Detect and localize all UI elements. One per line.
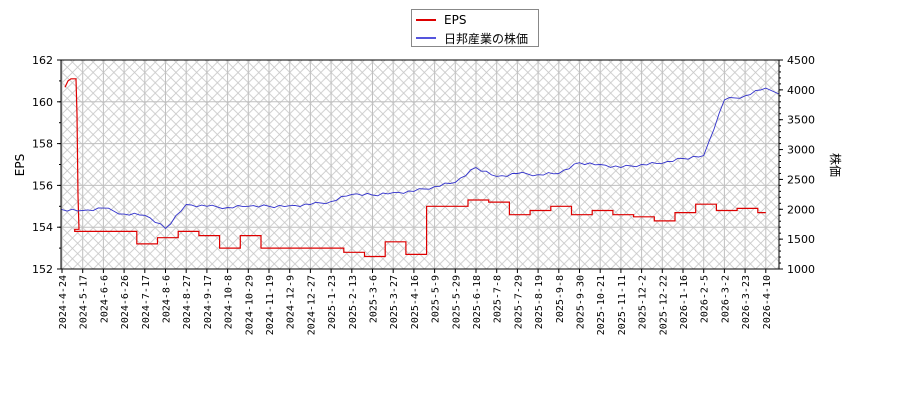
svg-text:2025-6-18: 2025-6-18 bbox=[472, 275, 483, 329]
svg-text:2024-8-27: 2024-8-27 bbox=[182, 275, 193, 329]
svg-text:2025-12-22: 2025-12-22 bbox=[658, 275, 669, 335]
svg-text:2025-3-27: 2025-3-27 bbox=[389, 275, 400, 329]
svg-text:1500: 1500 bbox=[787, 233, 815, 246]
legend-swatch-price bbox=[416, 37, 436, 39]
svg-text:2025-3-6: 2025-3-6 bbox=[369, 275, 380, 323]
svg-text:2026-2-5: 2026-2-5 bbox=[700, 275, 711, 323]
svg-text:2025-10-21: 2025-10-21 bbox=[596, 275, 607, 335]
svg-text:160: 160 bbox=[32, 96, 53, 109]
legend-label-eps: EPS bbox=[444, 13, 467, 27]
eps-line bbox=[64, 78, 766, 258]
svg-text:2000: 2000 bbox=[787, 203, 815, 216]
svg-text:2024-6-26: 2024-6-26 bbox=[120, 275, 131, 329]
data-lines bbox=[60, 78, 780, 258]
svg-text:2025-2-13: 2025-2-13 bbox=[348, 275, 359, 329]
svg-text:2025-8-19: 2025-8-19 bbox=[534, 275, 545, 329]
svg-text:2024-4-24: 2024-4-24 bbox=[58, 275, 69, 329]
legend: EPS 日邦産業の株価 bbox=[411, 9, 539, 47]
svg-text:162: 162 bbox=[32, 54, 53, 67]
svg-text:2026-3-23: 2026-3-23 bbox=[741, 275, 752, 329]
svg-text:3000: 3000 bbox=[787, 144, 815, 157]
svg-text:2024-10-8: 2024-10-8 bbox=[224, 275, 235, 329]
svg-text:2025-9-30: 2025-9-30 bbox=[576, 275, 587, 329]
legend-item-eps: EPS bbox=[416, 12, 466, 28]
svg-text:2025-5-29: 2025-5-29 bbox=[451, 275, 462, 329]
svg-text:2025-1-23: 2025-1-23 bbox=[327, 275, 338, 329]
svg-text:2025-5-9: 2025-5-9 bbox=[431, 275, 442, 323]
legend-swatch-eps bbox=[416, 19, 436, 21]
y2-axis-title: 株価 bbox=[828, 153, 843, 177]
plot-area bbox=[61, 60, 779, 269]
svg-text:2024-12-27: 2024-12-27 bbox=[306, 275, 317, 335]
y-axis-right: 1000 1500 2000 2500 3000 3500 4000 4500 bbox=[779, 54, 815, 276]
svg-text:2024-12-9: 2024-12-9 bbox=[286, 275, 297, 329]
svg-text:2024-5-17: 2024-5-17 bbox=[79, 275, 90, 329]
legend-item-price: 日邦産業の株価 bbox=[416, 30, 528, 46]
y-axis-title: EPS bbox=[13, 154, 27, 176]
svg-text:3500: 3500 bbox=[787, 114, 815, 127]
svg-text:2025-12-2: 2025-12-2 bbox=[638, 275, 649, 329]
svg-text:2500: 2500 bbox=[787, 173, 815, 186]
svg-text:2024-8-6: 2024-8-6 bbox=[162, 275, 173, 323]
svg-text:2026-1-16: 2026-1-16 bbox=[679, 275, 690, 329]
legend-label-price: 日邦産業の株価 bbox=[444, 31, 529, 46]
svg-text:2024-7-17: 2024-7-17 bbox=[141, 275, 152, 329]
svg-text:2024-9-17: 2024-9-17 bbox=[203, 275, 214, 329]
svg-text:2024-6-6: 2024-6-6 bbox=[99, 275, 110, 323]
svg-text:2025-9-8: 2025-9-8 bbox=[555, 275, 566, 323]
svg-text:4000: 4000 bbox=[787, 84, 815, 97]
svg-text:2026-4-10: 2026-4-10 bbox=[762, 275, 773, 329]
svg-text:154: 154 bbox=[32, 221, 53, 234]
svg-text:2025-7-8: 2025-7-8 bbox=[493, 275, 504, 323]
svg-text:2024-11-19: 2024-11-19 bbox=[265, 275, 276, 335]
svg-text:2026-3-2: 2026-3-2 bbox=[720, 275, 731, 323]
svg-text:2025-11-11: 2025-11-11 bbox=[617, 275, 628, 335]
svg-text:2025-4-16: 2025-4-16 bbox=[410, 275, 421, 329]
svg-text:152: 152 bbox=[32, 263, 53, 276]
svg-text:156: 156 bbox=[32, 179, 53, 192]
x-axis: 2024-4-24 2024-5-17 2024-6-6 2024-6-26 2024-… bbox=[58, 269, 773, 335]
svg-text:158: 158 bbox=[32, 138, 53, 151]
y-axis-left: 152 154 156 158 160 162 bbox=[32, 54, 61, 276]
svg-text:2025-7-29: 2025-7-29 bbox=[513, 275, 524, 329]
svg-text:2024-10-29: 2024-10-29 bbox=[244, 275, 255, 335]
price-line bbox=[60, 87, 780, 230]
svg-text:1000: 1000 bbox=[787, 263, 815, 276]
svg-text:4500: 4500 bbox=[787, 54, 815, 67]
